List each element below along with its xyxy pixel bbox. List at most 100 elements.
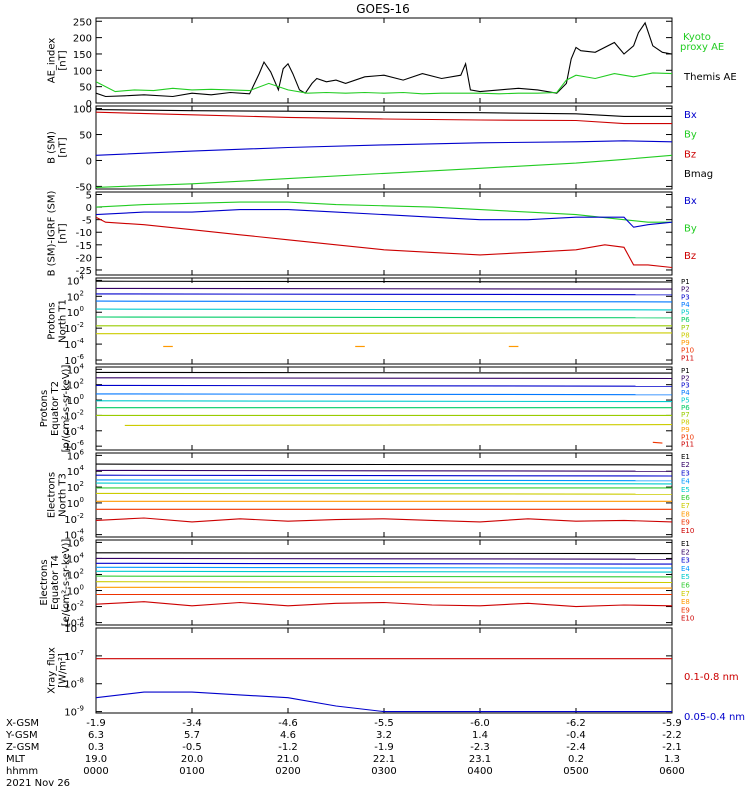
y-axis-label: AE_index [47,38,58,84]
series-line-p4 [96,300,672,303]
legend-entry: Bmag [684,169,713,180]
y-tick-label: 50 [79,83,92,94]
series-line-p1 [96,371,672,374]
series-line-bz [96,111,672,125]
footer-value: -2.1 [662,742,682,753]
footer-value: 3.2 [376,730,392,741]
y-tick-exponent: -2 [77,408,84,416]
footer-row-label: X-GSM [6,718,39,729]
legend-entry: By [684,223,697,234]
legend-entry: Bz [684,149,696,160]
series-line-e2 [96,469,672,472]
y-tick-label: 150 [73,50,92,61]
footer-value: -1.9 [86,718,106,729]
y-axis-label: Electrons [47,472,58,518]
y-axis-label: B (SM) [47,131,58,164]
legend-entry: P7 [681,411,690,419]
panel-bsm: 100 50 0 -50 B (SM) [nT] Bx By Bz Bmag [47,105,714,194]
legend-entry: P9 [681,339,690,347]
y-tick-label: 102 [67,480,84,494]
legend-entry: E9 [681,606,690,614]
y-tick-label: 106 [67,448,85,462]
legend-entry: P10 [681,433,694,441]
legend-entry: E4 [681,565,690,573]
legend-entry: P6 [681,316,690,324]
series-line-p5 [96,308,672,311]
legend-entry: Bx [684,196,697,207]
y-axis-label: Electrons [39,559,50,605]
footer-value: 0100 [179,766,204,777]
legend-entry: P4 [681,301,690,309]
series-line-e1 [96,463,672,466]
series-line-p4 [96,393,672,396]
y-axis-label: B (SM)-IGRF (SM) [47,191,58,277]
series-line-e1 [96,552,672,555]
y-tick-exponent: 4 [80,362,85,370]
y-tick-exponent: -4 [77,337,85,345]
y-tick-label: -50 [76,182,92,193]
y-tick-label: -25 [76,266,92,277]
series-group [96,552,672,608]
y-tick-exponent: 6 [80,535,85,543]
series-line-e10 [96,517,672,523]
y-axis-label: Xray_flux [47,647,58,694]
legend-entry: E8 [681,598,690,606]
y-tick-exponent: -4 [77,528,85,536]
y-tick-exponent: -7 [77,649,84,657]
legend-entry: E4 [681,478,690,486]
y-tick-exponent: -4 [77,424,85,432]
legend-entry: P2 [681,374,690,382]
series-line-e10 [96,601,672,608]
series-group [96,658,672,713]
legend-entry: Kyoto [683,32,711,43]
panel-frame [95,17,673,104]
footer-row-label: hhmm [6,766,38,777]
legend-entry: proxy AE [680,42,724,53]
footer-value: -6.0 [470,718,490,729]
legend-entry: P2 [681,286,690,294]
ephemeris-footer: X-GSM -1.9 -3.4 -4.6 -5.5 -6.0 -6.2 -5.9 Y-GSM 6.… [5,718,685,789]
series-line-e3 [96,562,672,565]
y-tick-label: 104 [67,464,85,478]
legend-entry: P7 [681,324,690,332]
y-tick-label: 0 [86,203,92,214]
series-line-p8 [96,332,672,335]
series-line-bz [96,216,672,269]
legend-entry: P1 [681,367,690,375]
panel-frame [95,277,673,365]
y-tick-exponent: 0 [80,305,84,313]
y-tick-label: 104 [67,273,85,287]
legend-entry: E2 [681,548,690,556]
y-tick-exponent: -6 [77,353,85,361]
y-axis-label: [nT] [58,137,69,157]
series-line-e6 [96,575,672,578]
y-tick-label: 10-9 [64,705,84,719]
series-line-p5 [96,400,672,403]
y-tick-label: 5 [86,191,92,202]
series-line-p3 [96,384,672,387]
y-axis-label: North T1 [58,299,69,343]
footer-value: 0.3 [88,742,104,753]
legend-entry: Bx [684,110,697,121]
series-line-e7 [96,581,672,584]
footer-value: 1.4 [472,730,488,741]
legend-entry: P11 [681,354,694,362]
legend-entry: P9 [681,426,690,434]
panel-frame [95,366,673,451]
y-tick-exponent: -2 [77,321,84,329]
chart-title: GOES-16 [356,2,410,16]
series-line-by [96,154,672,188]
panel-bigrf: 50 -5-10 -15-20 -25 B (SM)-IGRF (SM) [nT] Bx By… [47,191,697,277]
series-line-e5 [96,482,672,485]
footer-value: -0.4 [566,730,586,741]
series-line-kyoto-proxy-ae [96,72,672,95]
legend-entry: Themis AE [683,72,737,83]
y-tick-label: 100 [67,496,84,510]
legend-entry: P4 [681,389,690,397]
footer-value: 0200 [275,766,300,777]
legend-entry: P8 [681,419,690,427]
